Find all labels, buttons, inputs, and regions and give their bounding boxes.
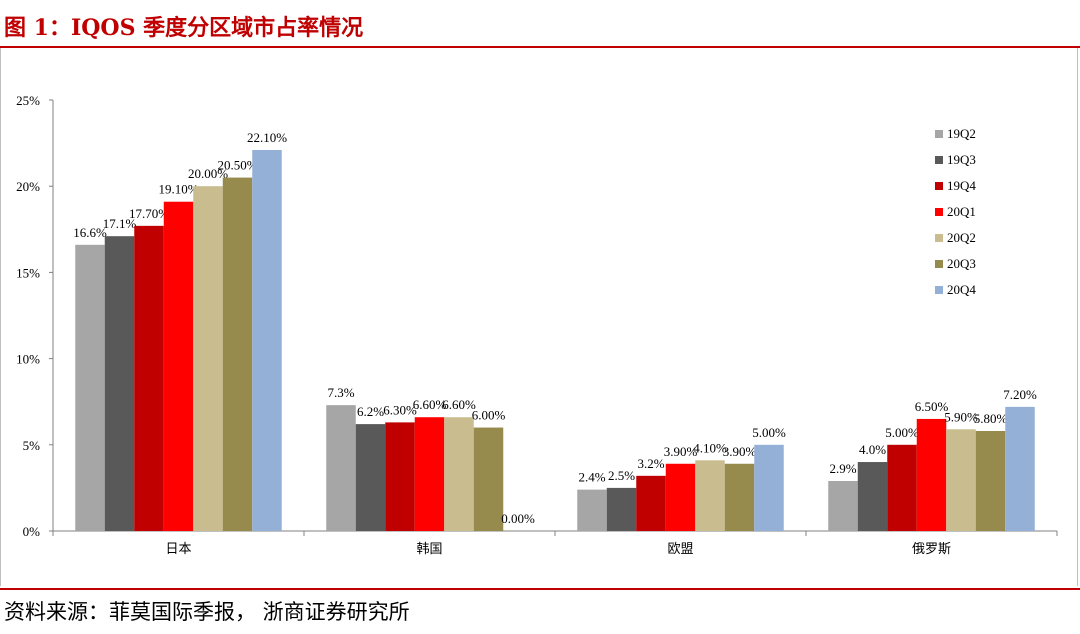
bar — [946, 429, 976, 531]
data-label: 6.00% — [472, 408, 506, 423]
title-divider — [0, 46, 1080, 48]
data-label: 2.5% — [608, 468, 635, 483]
data-label: 3.2% — [637, 456, 664, 471]
data-label: 6.2% — [357, 404, 384, 419]
data-label: 2.9% — [829, 461, 856, 476]
bar — [857, 462, 888, 531]
data-label: 3.90% — [723, 444, 757, 459]
bar — [193, 186, 223, 531]
bar — [385, 422, 415, 531]
bar — [414, 417, 445, 531]
data-label: 22.10% — [247, 130, 287, 145]
bar — [887, 444, 917, 531]
bar — [695, 460, 725, 531]
data-label: 20.50% — [217, 158, 257, 173]
data-label: 6.50% — [915, 399, 949, 414]
legend-label: 19Q2 — [947, 126, 976, 141]
bar — [828, 481, 858, 531]
data-label: 6.60% — [442, 397, 476, 412]
bar — [75, 244, 105, 532]
x-tick-label: 日本 — [165, 541, 191, 556]
legend-label: 19Q3 — [947, 152, 976, 167]
data-label: 5.00% — [752, 425, 786, 440]
y-tick-label: 0% — [23, 524, 41, 539]
data-label: 5.90% — [944, 409, 978, 424]
data-label: 7.3% — [327, 385, 354, 400]
data-label: 17.70% — [129, 206, 169, 221]
x-tick-label: 韩国 — [416, 541, 442, 556]
bar — [975, 431, 1006, 531]
data-label: 20.00% — [188, 166, 228, 181]
bar — [724, 463, 755, 531]
data-label: 17.1% — [103, 216, 137, 231]
bar — [355, 424, 386, 531]
data-label: 2.4% — [578, 470, 605, 485]
data-label: 4.0% — [859, 442, 886, 457]
data-label: 5.00% — [885, 425, 919, 440]
bar-chart: 0% 5% 10% 15% 20% 25% 日本 韩国 欧盟 俄罗斯 16.6%17.1%17.70… — [16, 93, 1058, 556]
bar — [163, 201, 194, 531]
data-label: 6.60% — [413, 397, 447, 412]
chart-frame: 0% 5% 10% 15% 20% 25% 日本 韩国 欧盟 俄罗斯 16.6% 17.1% 17.70… — [0, 48, 1078, 586]
data-label: 7.20% — [1003, 387, 1037, 402]
bar — [636, 475, 666, 531]
y-tick-label: 10% — [16, 352, 40, 367]
source-note: 资料来源：菲莫国际季报， 浙商证券研究所 — [4, 600, 410, 624]
bar — [606, 487, 637, 531]
bar — [473, 427, 504, 531]
legend-swatch — [935, 260, 943, 268]
y-tick-label: 20% — [16, 179, 40, 194]
y-tick-label: 25% — [16, 93, 40, 108]
legend-label: 20Q3 — [947, 256, 976, 271]
data-label: 3.90% — [664, 444, 698, 459]
bar — [1005, 406, 1035, 531]
y-tick-label: 5% — [23, 438, 41, 453]
data-label: 5.80% — [974, 411, 1008, 426]
legend-label: 20Q2 — [947, 230, 976, 245]
data-label: 6.30% — [383, 402, 417, 417]
legend-label: 19Q4 — [947, 178, 976, 193]
bar — [222, 177, 253, 531]
bar — [252, 149, 282, 531]
data-label: 16.6% — [73, 225, 107, 240]
bar — [916, 418, 947, 531]
y-tick-label: 15% — [16, 265, 40, 280]
data-label: 19.10% — [158, 182, 198, 197]
x-tick-label: 俄罗斯 — [912, 541, 951, 556]
data-label: 4.10% — [693, 440, 727, 455]
legend-label: 20Q1 — [947, 204, 976, 219]
legend-swatch — [935, 156, 943, 164]
bar — [134, 225, 164, 532]
legend-swatch — [935, 286, 943, 294]
legend-swatch — [935, 234, 943, 242]
legend-swatch — [935, 130, 943, 138]
bar — [104, 236, 135, 532]
legend-swatch — [935, 182, 943, 190]
source-divider — [0, 588, 1080, 590]
bar — [444, 417, 474, 531]
x-tick-label: 欧盟 — [667, 541, 693, 556]
bar — [326, 405, 356, 531]
legend-swatch — [935, 208, 943, 216]
data-label: 0.00% — [501, 511, 535, 526]
bar — [754, 444, 784, 531]
legend-label: 20Q4 — [947, 282, 976, 297]
bar — [577, 489, 607, 531]
bar — [665, 463, 696, 531]
figure-title: 图 1：IQOS 季度分区域市占率情况 — [4, 15, 364, 41]
